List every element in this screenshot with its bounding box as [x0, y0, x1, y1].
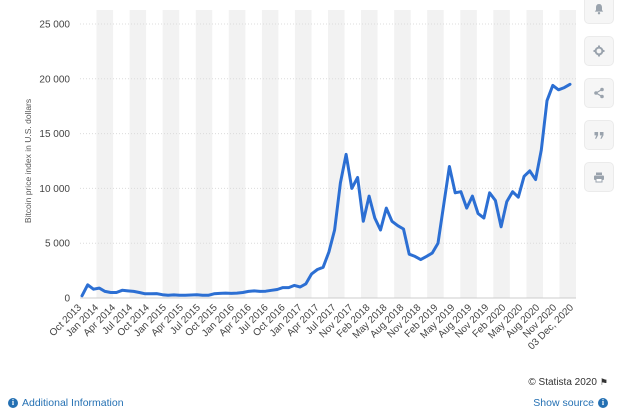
y-tick-label: 5 000 — [45, 239, 70, 250]
additional-information-link[interactable]: i Additional Information — [8, 397, 124, 409]
background-band — [195, 10, 213, 298]
notification-button[interactable] — [584, 0, 614, 24]
quote-icon — [594, 132, 604, 139]
plot-background-bands — [96, 10, 576, 298]
show-source-link[interactable]: Show source i — [533, 397, 608, 409]
y-axis-tick-labels: 0 5 000 10 000 15 000 20 000 25 000 — [39, 20, 70, 305]
additional-information-label: Additional Information — [22, 397, 124, 409]
background-band — [294, 10, 312, 298]
background-band — [261, 10, 279, 298]
y-tick-label: 15 000 — [39, 129, 70, 140]
gear-icon — [593, 45, 605, 57]
background-band — [493, 10, 510, 298]
background-band — [228, 10, 246, 298]
statista-credit[interactable]: © Statista 2020 ⚑ — [528, 377, 608, 388]
bell-icon — [594, 4, 604, 15]
background-band — [129, 10, 147, 298]
background-band — [162, 10, 180, 298]
show-source-label: Show source — [533, 397, 594, 409]
credit-text: © Statista 2020 — [528, 377, 597, 388]
y-tick-label: 20 000 — [39, 74, 70, 85]
share-button[interactable] — [584, 78, 614, 108]
y-tick-label: 10 000 — [39, 184, 70, 195]
background-band — [361, 10, 378, 298]
side-toolbar — [584, 0, 614, 204]
flag-icon: ⚑ — [599, 377, 608, 387]
info-icon: i — [8, 398, 18, 408]
cite-button[interactable] — [584, 120, 614, 150]
background-band — [526, 10, 543, 298]
background-band — [460, 10, 477, 298]
y-axis-title: Bitcoin price index in U.S. dollars — [23, 99, 33, 223]
background-band — [559, 10, 576, 298]
info-icon: i — [598, 398, 608, 408]
print-button[interactable] — [584, 162, 614, 192]
print-icon — [594, 172, 604, 183]
settings-button[interactable] — [584, 36, 614, 66]
share-icon — [594, 87, 604, 99]
background-band — [96, 10, 114, 298]
y-tick-label: 25 000 — [39, 20, 70, 31]
series-line-bitcoin-price[interactable] — [80, 82, 572, 298]
background-band — [328, 10, 345, 298]
line-chart: 0 5 000 10 000 15 000 20 000 25 000 Bitcoin p… — [23, 10, 577, 352]
y-tick-label: 0 — [64, 294, 70, 305]
